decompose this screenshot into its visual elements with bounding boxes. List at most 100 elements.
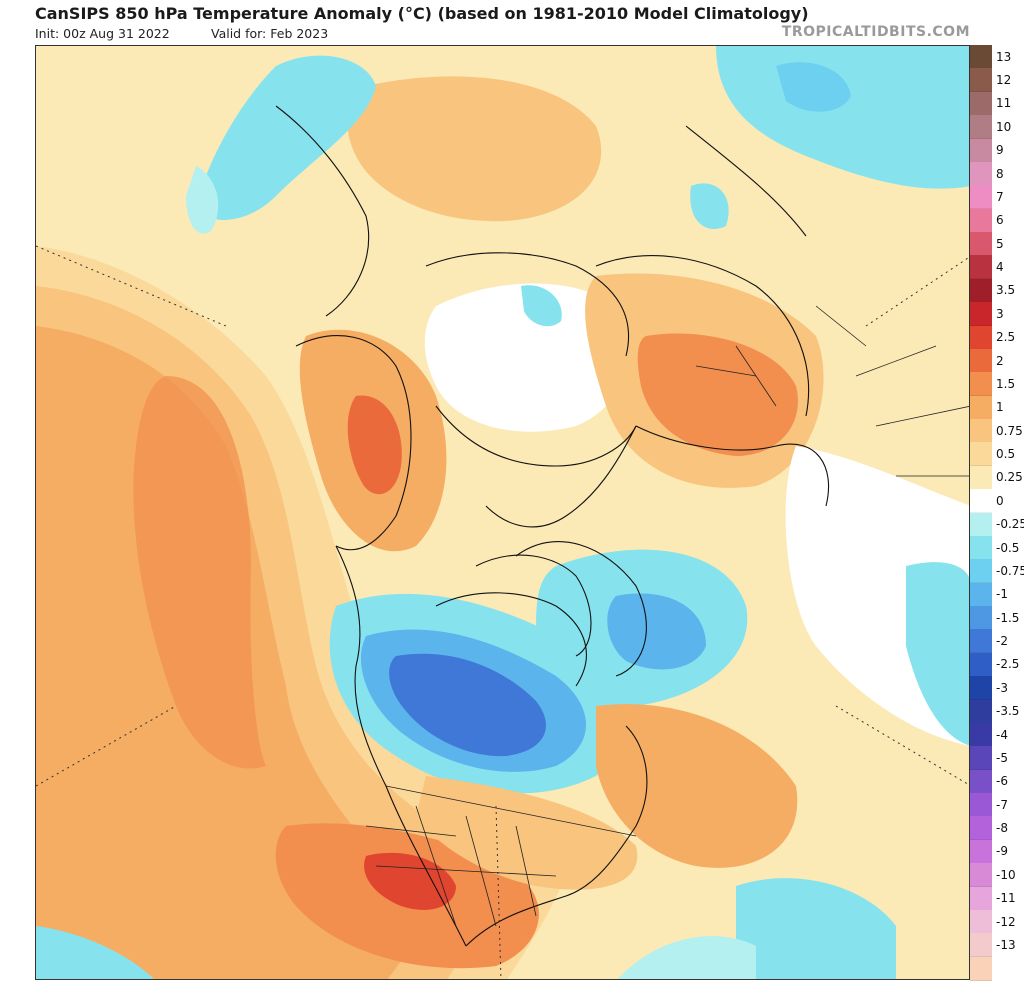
legend-label: 0.75: [996, 423, 1023, 438]
cool-core-north-atlantic: [607, 593, 706, 670]
cool-patch-gulf: [617, 936, 756, 979]
legend-label: -0.75: [996, 563, 1024, 578]
cool-patch-ne-asia: [186, 166, 219, 234]
legend-label: 0.25: [996, 470, 1023, 485]
legend-swatch: [970, 512, 992, 537]
legend-swatch: [970, 465, 992, 490]
legend-swatch: [970, 722, 992, 747]
legend-label: -10: [996, 867, 1016, 882]
legend-swatch: [970, 606, 992, 630]
legend-swatch: [970, 699, 992, 724]
legend-label: -11: [996, 891, 1016, 906]
legend-label: 4: [996, 260, 1004, 275]
warm-field-north: [347, 76, 602, 222]
legend-label: 8: [996, 166, 1004, 181]
legend-swatch: [970, 956, 992, 981]
legend-label: 10: [996, 119, 1012, 134]
legend-swatch: [970, 278, 992, 303]
legend-label: 6: [996, 213, 1004, 228]
legend-label: -3.5: [996, 704, 1020, 719]
legend-label: 0.5: [996, 447, 1016, 462]
legend-swatch: [970, 208, 992, 233]
legend-swatch: [970, 793, 992, 817]
legend-swatch: [970, 816, 992, 841]
cool-field-nw-europe: [716, 46, 969, 189]
legend-label: 12: [996, 73, 1012, 88]
legend-swatch: [970, 395, 992, 420]
cool-core-canada: [389, 653, 546, 757]
legend-label: -2.5: [996, 657, 1020, 672]
legend-label: 2: [996, 353, 1004, 368]
legend-label: 3: [996, 306, 1004, 321]
legend-label: 0: [996, 493, 1004, 508]
legend-swatch: [970, 348, 992, 373]
legend-label: -2: [996, 634, 1008, 649]
legend-swatch: [970, 746, 992, 771]
legend-label: 9: [996, 143, 1004, 158]
legend-label: -3: [996, 680, 1008, 695]
legend-swatch: [970, 933, 992, 958]
cool-core-nw-europe: [776, 62, 851, 112]
legend-label: 5: [996, 236, 1004, 251]
legend-swatch: [970, 372, 992, 397]
chart-title: CanSIPS 850 hPa Temperature Anomaly (°C)…: [35, 4, 809, 23]
color-legend: 13 12 11 10 9 8 7 6 5 4 3.5 3 2.5 2 1.5 1 0.75 0.5 0.25 0 -0…: [970, 45, 1024, 981]
legend-label: 3.5: [996, 283, 1016, 298]
legend-swatch: [970, 232, 992, 256]
legend-swatch: [970, 68, 992, 93]
map-canvas: [36, 46, 969, 979]
legend-swatch: [970, 185, 992, 210]
legend-label: -9: [996, 844, 1008, 859]
legend-label: -12: [996, 914, 1016, 929]
warm-field-west-atlantic: [596, 704, 798, 868]
warm-core-texas: [364, 852, 456, 910]
warm-core-europe: [637, 333, 798, 456]
legend-swatch: [970, 909, 992, 934]
legend-label: -6: [996, 774, 1008, 789]
legend-label: -7: [996, 797, 1008, 812]
legend-swatch: [970, 886, 992, 911]
legend-swatch: [970, 255, 992, 280]
anomaly-map: [35, 45, 970, 980]
legend-swatch: [970, 559, 992, 584]
legend-label: -8: [996, 821, 1008, 836]
legend-label: -1.5: [996, 610, 1020, 625]
brand-watermark: TROPICALTIDBITS.COM: [781, 24, 970, 40]
warm-field-east-us: [416, 776, 638, 890]
legend-swatch: [970, 325, 992, 350]
init-time: Init: 00z Aug 31 2022: [35, 26, 170, 41]
legend-swatch: [970, 839, 992, 864]
warm-core-pacific: [133, 376, 266, 769]
political-borders: [365, 305, 969, 927]
legend-label: -0.25: [996, 517, 1024, 532]
valid-time: Valid for: Feb 2023: [211, 26, 329, 41]
cool-patch-arctic: [521, 285, 562, 327]
legend-label: 13: [996, 49, 1012, 64]
legend-swatch: [970, 45, 992, 69]
legend-label: -0.5: [996, 540, 1020, 555]
legend-label: 1.5: [996, 376, 1016, 391]
legend-swatch: [970, 676, 992, 701]
cool-field-ne-asia: [196, 55, 376, 220]
legend-label: 1: [996, 400, 1004, 415]
coastlines: [275, 105, 830, 947]
legend-label: 7: [996, 189, 1004, 204]
legend-swatch: [970, 629, 992, 654]
legend-swatch: [970, 582, 992, 607]
legend-swatch: [970, 652, 992, 677]
cool-field-caribbean: [736, 878, 896, 979]
legend-swatch: [970, 161, 992, 186]
legend-label: -4: [996, 727, 1008, 742]
legend-swatch: [970, 115, 992, 140]
legend-label: -13: [996, 937, 1016, 952]
cool-field-se: [906, 562, 969, 746]
legend-label: -1: [996, 587, 1008, 602]
neutral-arctic: [424, 283, 631, 432]
warm-core-alaska: [347, 395, 402, 495]
legend-label: -5: [996, 750, 1008, 765]
legend-swatch: [970, 138, 992, 163]
cool-patch-scandinavia: [690, 183, 729, 230]
legend-swatch: [970, 419, 992, 443]
legend-label: 2.5: [996, 330, 1016, 345]
graticule: [36, 245, 969, 979]
